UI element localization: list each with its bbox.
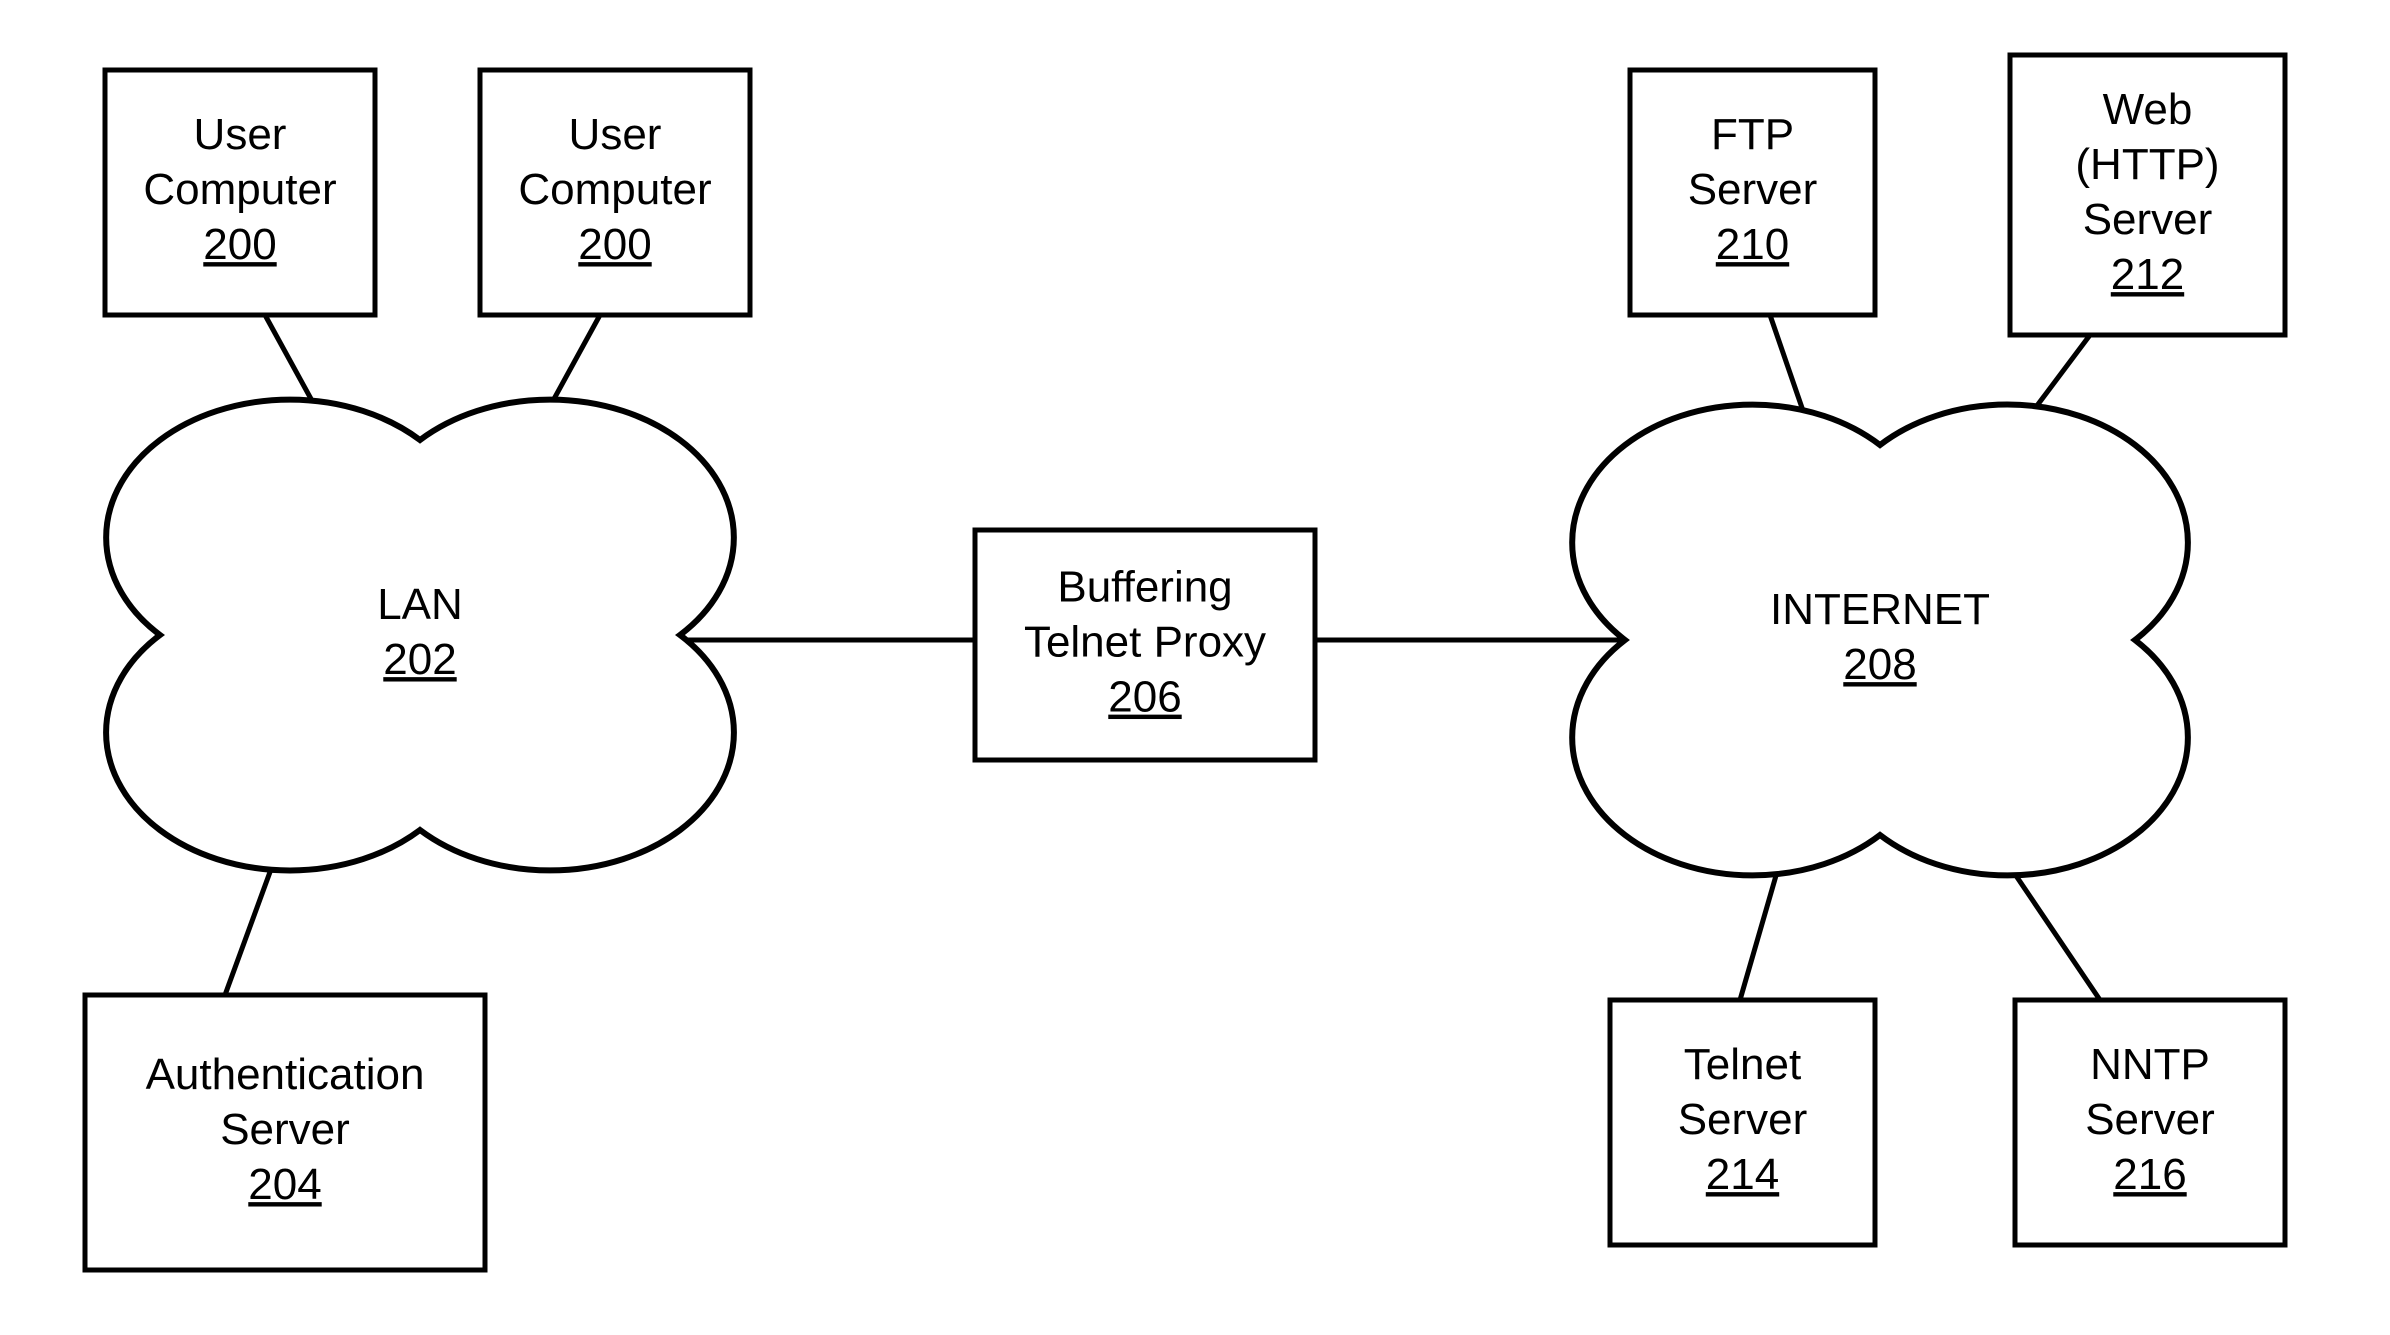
node-user2: User Computer 200 [480,70,750,315]
node-auth-label-1: Server [220,1105,350,1154]
node-proxy-ref: 206 [1108,673,1181,722]
node-lan-label-0: LAN [377,580,463,629]
node-proxy-label-0: Buffering [1057,563,1232,612]
node-ftp-ref: 210 [1716,220,1789,269]
node-nntp: NNTP Server 216 [2015,1000,2285,1245]
node-user2-ref: 200 [578,220,651,269]
node-http: Web (HTTP) Server 212 [2010,55,2285,335]
node-ftp-label-0: FTP [1711,110,1794,159]
node-http-label-0: Web [2103,85,2193,134]
node-auth-label-0: Authentication [146,1050,425,1099]
node-telnet-label-0: Telnet [1684,1040,1801,1089]
node-user2-label-0: User [569,110,662,159]
node-user1-label-1: Computer [143,165,336,214]
node-ftp: FTP Server 210 [1630,70,1875,315]
node-user1: User Computer 200 [105,70,375,315]
node-http-label-1: (HTTP) [2075,140,2219,189]
network-diagram: User Computer 200 User Computer 200 LAN 202 Auth… [0,0,2390,1335]
node-ftp-label-1: Server [1688,165,1818,214]
node-lan: LAN 202 [106,400,734,871]
node-user2-label-1: Computer [518,165,711,214]
nodes-layer: User Computer 200 User Computer 200 LAN 202 Auth… [85,55,2285,1270]
node-http-label-2: Server [2083,195,2213,244]
node-auth: Authentication Server 204 [85,995,485,1270]
node-http-ref: 212 [2111,250,2184,299]
node-auth-ref: 204 [248,1160,321,1209]
node-telnet-label-1: Server [1678,1095,1808,1144]
node-nntp-ref: 216 [2113,1150,2186,1199]
node-lan-ref: 202 [383,635,456,684]
node-internet-ref: 208 [1843,640,1916,689]
node-telnet-ref: 214 [1706,1150,1779,1199]
node-internet-label-0: INTERNET [1770,585,1990,634]
node-nntp-label-1: Server [2085,1095,2215,1144]
node-user1-ref: 200 [203,220,276,269]
node-nntp-label-0: NNTP [2090,1040,2210,1089]
node-proxy: Buffering Telnet Proxy 206 [975,530,1315,760]
node-internet: INTERNET 208 [1572,405,2188,876]
node-proxy-label-1: Telnet Proxy [1024,618,1266,667]
node-telnet: Telnet Server 214 [1610,1000,1875,1245]
node-user1-label-0: User [194,110,287,159]
